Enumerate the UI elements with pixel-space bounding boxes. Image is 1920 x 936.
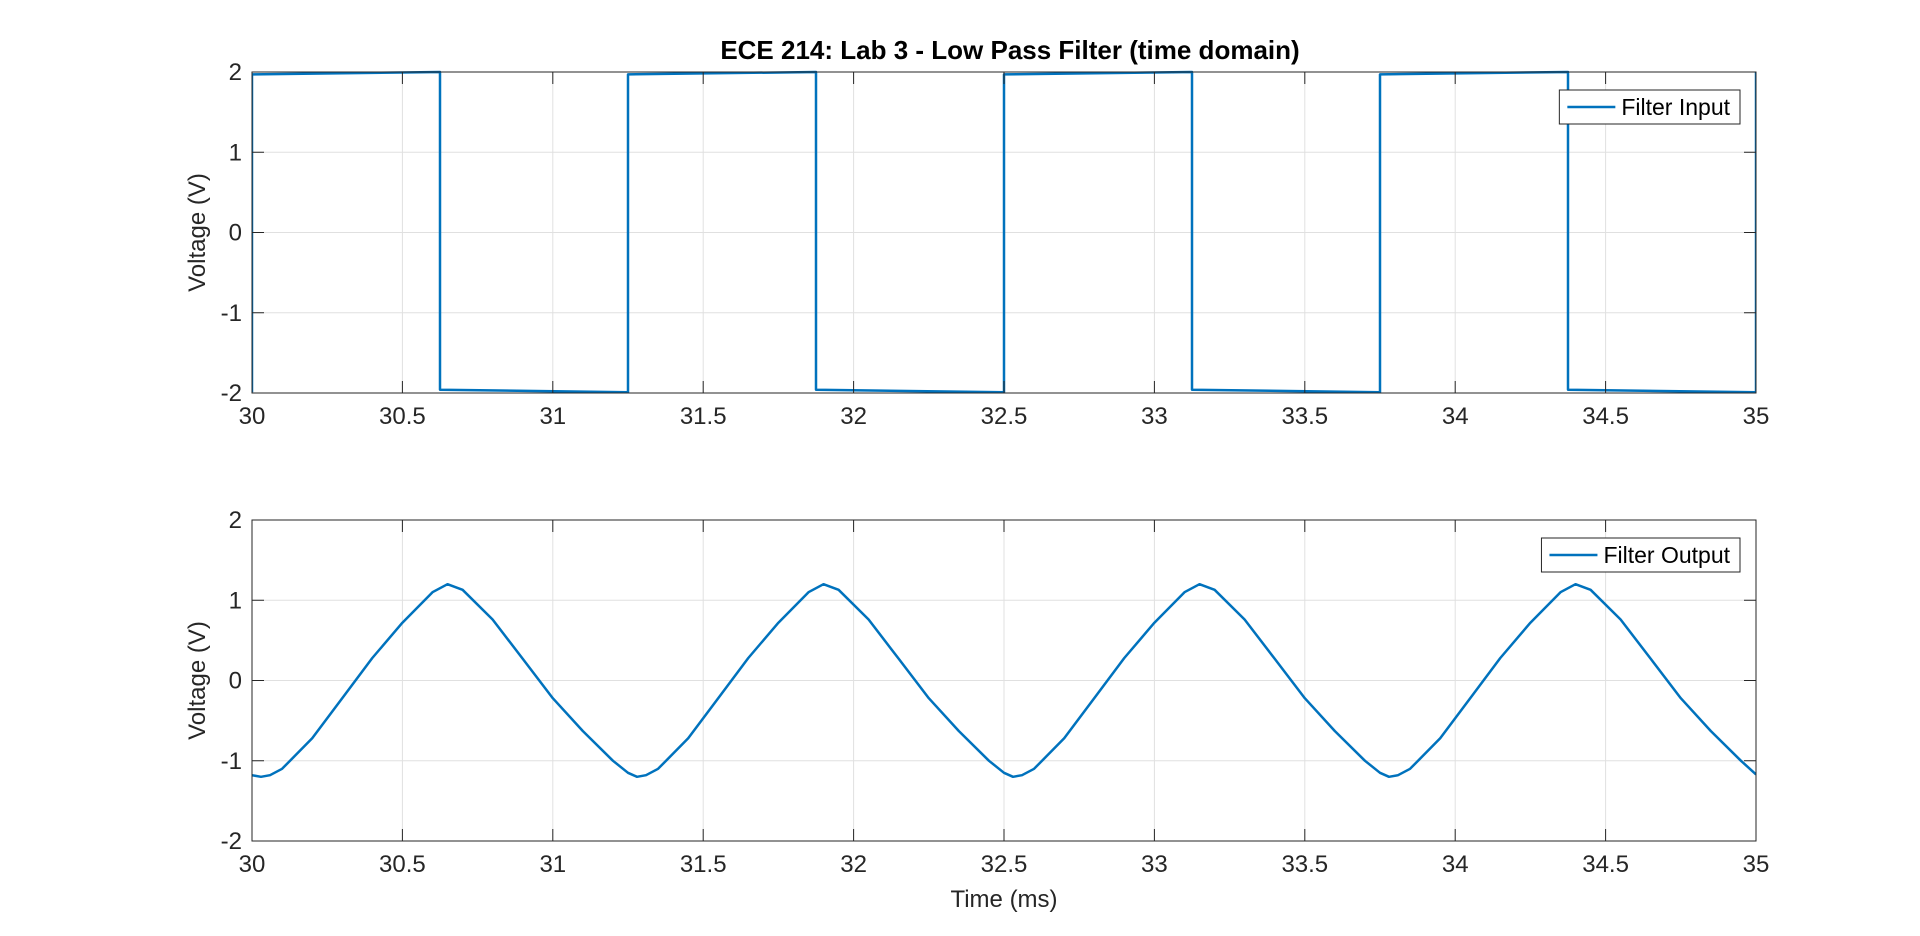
x-tick-label: 30	[239, 851, 266, 878]
legend-label: Filter Output	[1603, 542, 1730, 568]
y-tick-label: -1	[221, 300, 242, 327]
y-axis-label: Voltage (V)	[184, 621, 211, 740]
y-tick-label: -1	[221, 748, 242, 775]
x-tick-label: 31	[539, 851, 566, 878]
x-tick-label: 32	[840, 403, 867, 430]
y-tick-label: 2	[229, 507, 242, 534]
x-tick-label: 33.5	[1281, 403, 1328, 430]
y-axis-label: Voltage (V)	[184, 173, 211, 292]
x-tick-label: 33	[1141, 403, 1168, 430]
y-tick-label: -2	[221, 380, 242, 407]
top-subplot: 30 30.5 31 31.5 32 32.5 33 33.5 34 34.5 35 -2 -1 0 1 2 V…	[184, 59, 1769, 430]
x-tick-label: 34	[1442, 403, 1469, 430]
x-tick-label: 33.5	[1281, 851, 1328, 878]
x-tick-label: 33	[1141, 851, 1168, 878]
x-tick-label: 34.5	[1582, 403, 1629, 430]
x-tick-label: 31.5	[680, 403, 727, 430]
y-tick-label: 1	[229, 139, 242, 166]
x-tick-label: 35	[1743, 403, 1770, 430]
x-tick-label: 34.5	[1582, 851, 1629, 878]
x-tick-label: 30.5	[379, 851, 426, 878]
x-tick-label: 34	[1442, 851, 1469, 878]
y-tick-label: 0	[229, 668, 242, 695]
x-tick-label: 31.5	[680, 851, 727, 878]
x-tick-label: 30.5	[379, 403, 426, 430]
x-tick-label: 32.5	[981, 403, 1028, 430]
series-line-filter-input	[252, 70, 1756, 394]
y-tick-label: 0	[229, 220, 242, 247]
x-tick-label: 31	[539, 403, 566, 430]
y-tick-label: 2	[229, 59, 242, 86]
chart-title: ECE 214: Lab 3 - Low Pass Filter (time d…	[720, 35, 1299, 65]
x-tick-label: 35	[1743, 851, 1770, 878]
y-tick-label: 1	[229, 587, 242, 614]
x-tick-label: 32	[840, 851, 867, 878]
y-tick-label: -2	[221, 828, 242, 855]
legend-label: Filter Input	[1621, 94, 1730, 120]
bottom-x-axis-label: Time (ms)	[950, 886, 1057, 913]
x-tick-label: 32.5	[981, 851, 1028, 878]
bottom-subplot: 30 30.5 31 31.5 32 32.5 33 33.5 34 34.5 35 -2 -1 0 1 2 V…	[184, 507, 1769, 878]
series-line-filter-output	[252, 582, 1756, 779]
x-tick-label: 30	[239, 403, 266, 430]
